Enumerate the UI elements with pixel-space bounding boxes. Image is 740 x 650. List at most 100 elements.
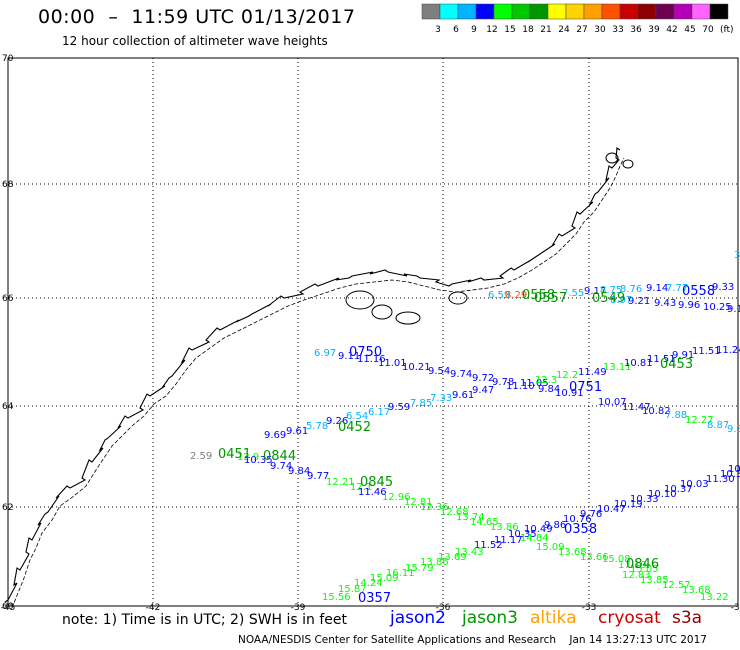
wave-height-label: 9.84: [538, 384, 560, 395]
orbit-time-label: 0358: [564, 522, 597, 537]
wave-height-label: 10.76: [563, 514, 592, 525]
colorbar-label: 30: [594, 25, 606, 35]
wave-height-label: 10.19: [614, 499, 643, 510]
colorbar-label: 21: [540, 25, 551, 35]
latitude-label: 62: [2, 503, 13, 513]
wave-height-label: 6.54: [346, 411, 368, 422]
wave-height-label: 10.25: [703, 302, 732, 313]
orbit-time-label: 0558: [682, 284, 715, 299]
wave-height-label: 9.43: [654, 298, 676, 309]
wave-height-label: 9.61: [286, 426, 308, 437]
latitude-label: 68: [2, 180, 14, 190]
wave-height-label: 9.21: [628, 296, 650, 307]
longitude-label: -39: [291, 603, 306, 613]
latitude-label: 70: [2, 54, 14, 64]
wave-height-label: 13.68: [558, 547, 587, 558]
longitude-label: -36: [436, 603, 451, 613]
orbit-time-label: 0558: [522, 288, 555, 303]
wave-height-label: 11.51: [647, 354, 676, 365]
wave-height-label: 9.33: [712, 282, 734, 293]
wave-height-label: 12.9: [237, 452, 259, 463]
wave-height-label: 10.34: [720, 469, 740, 480]
wave-height-label: 9.84: [288, 466, 310, 477]
wave-height-label: 10.21: [402, 362, 431, 373]
greenland-coastline: [4, 147, 634, 609]
wave-height-label: 11.24: [716, 345, 740, 356]
orbit-time-label: 0750: [349, 345, 382, 360]
wave-height-label: 9.17: [584, 286, 606, 297]
colorbar-label: 70: [702, 25, 714, 35]
wave-height-label: 9.91: [672, 350, 694, 361]
wave-height-label: 9.74: [450, 369, 472, 380]
wave-height-label: 12.83: [622, 570, 651, 581]
wave-height-label: 9.74: [270, 461, 292, 472]
colorbar-label: 24: [558, 25, 570, 35]
wave-height-label: 9.72: [472, 373, 494, 384]
colorbar-label: 27: [576, 25, 587, 35]
wave-height-label: 16.11: [386, 568, 415, 579]
wave-height-label: 10: [728, 464, 740, 475]
wave-height-label: 14.24: [354, 578, 383, 589]
wave-height-label: 11.52: [474, 540, 503, 551]
island: [345, 290, 375, 310]
wave-height-label: 10.81: [624, 358, 653, 369]
wave-height-label: 7.88: [665, 410, 687, 421]
wave-height-label: 13.86: [420, 557, 449, 568]
wave-height-label: 10.35: [244, 455, 273, 466]
wave-height-label: 15.09: [370, 573, 399, 584]
wave-height-label: 13.85: [640, 575, 669, 586]
wave-height-label: 13.69: [438, 552, 467, 563]
wave-height-label: 11.51: [692, 346, 721, 357]
wave-height-label: 9.26: [326, 416, 348, 427]
wave-height-label: 11.30: [706, 474, 735, 485]
wave-height-label: 12.68: [440, 507, 469, 518]
wave-height-label: 13.68: [682, 585, 711, 596]
wave-height-label: 9.86: [544, 520, 566, 531]
colorbar-label: 39: [648, 25, 660, 35]
wave-height-label: 11.16: [357, 354, 386, 365]
wave-height-label: 12.21: [326, 477, 355, 488]
wave-height-label: 15.87: [338, 584, 367, 595]
island: [605, 152, 619, 164]
colorbar-label: 18: [522, 25, 534, 35]
wave-height-label: 7.33: [430, 393, 452, 404]
colorbar-label: 12: [486, 25, 497, 35]
wave-height-label: 11.01: [378, 358, 407, 369]
longitude-label: -30: [731, 603, 740, 613]
legend-altika: altika: [530, 608, 577, 628]
wave-height-label: 11.49: [578, 367, 607, 378]
colorbar-label: 42: [666, 25, 677, 35]
wave-height-label: 12.36: [420, 502, 449, 513]
wave-height-label: 10.07: [598, 397, 627, 408]
footer-credit: NOAA/NESDIS Center for Satellite Applica…: [238, 634, 707, 646]
colorbar-swatch: [709, 3, 729, 20]
wave-height-label: 2.59: [190, 451, 212, 462]
wave-height-label: 10.49: [524, 524, 553, 535]
orbit-time-label: 0549: [592, 291, 625, 306]
wave-height-label: 10.47: [597, 504, 626, 515]
colorbar: 3 6 9 12 15 18 21 24 27 30 33 36 39 42 45 70 (ft): [421, 3, 734, 35]
wave-height-label: 13.11: [603, 362, 632, 373]
orbit-time-label: 0452: [338, 420, 371, 435]
island: [371, 304, 393, 320]
longitude-label: -33: [582, 603, 597, 613]
wave-height-label: 8.29: [505, 290, 527, 301]
wave-height-label: 9.76: [580, 509, 602, 520]
wave-height-label: 8.87: [707, 420, 729, 431]
colorbar-label: 36: [630, 25, 642, 35]
wave-height-label: 15.08: [602, 554, 631, 565]
wave-height-label: 8.97: [610, 295, 632, 306]
wave-height-label: 13.43: [455, 547, 484, 558]
wave-height-label: 17.19: [618, 560, 647, 571]
wave-height-label: 13.66: [580, 552, 609, 563]
orbit-time-label: 0357: [358, 591, 391, 606]
wave-height-label: 6.59: [488, 290, 510, 301]
longitude-label: -42: [146, 603, 161, 613]
wave-height-label: 10.33: [630, 494, 659, 505]
wave-height-label: 14.84: [520, 533, 549, 544]
wave-height-label: 6.17: [368, 407, 390, 418]
orbit-time-label: 0844: [263, 449, 296, 464]
colorbar-label: 6: [453, 25, 459, 35]
